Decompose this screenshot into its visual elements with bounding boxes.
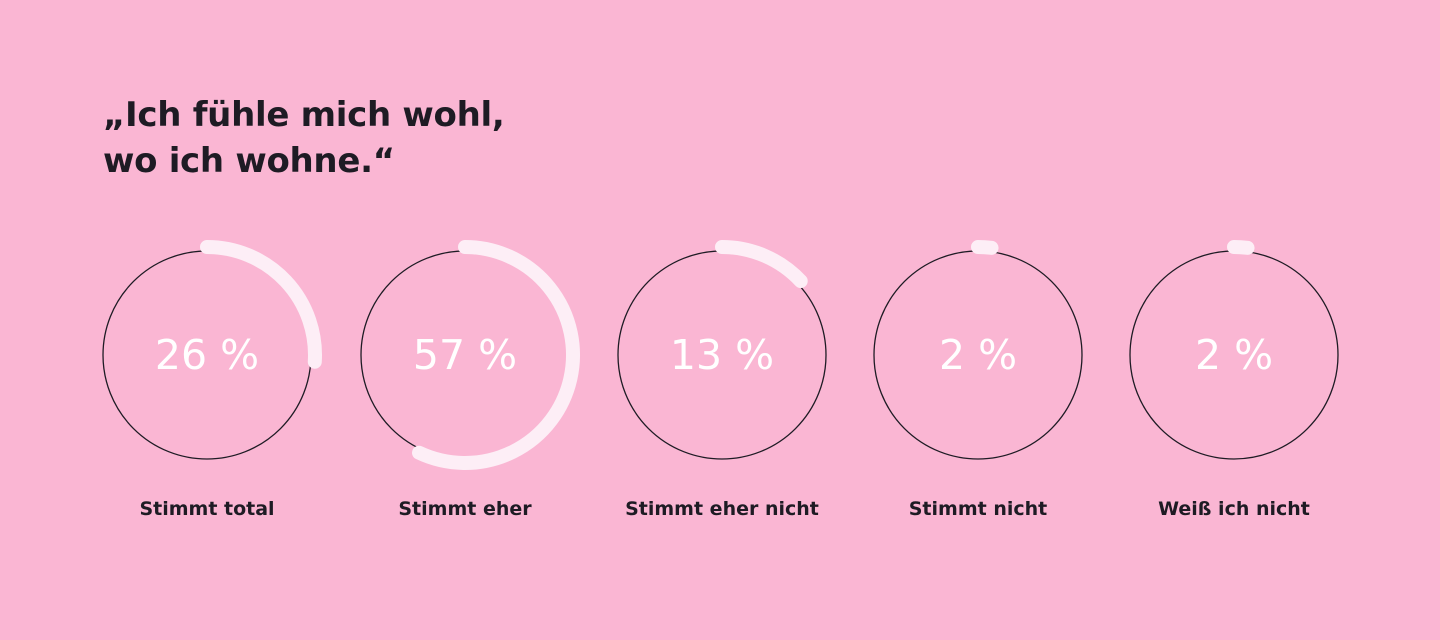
category-label-stimmt-eher-nicht: Stimmt eher nicht	[625, 498, 819, 520]
title-line-1: „Ich fühle mich wohl,	[103, 95, 505, 135]
value-label-weiss-ich-nicht: 2 %	[1195, 331, 1273, 379]
category-label-stimmt-total: Stimmt total	[139, 498, 274, 520]
category-label-stimmt-nicht: Stimmt nicht	[909, 498, 1047, 520]
value-label-stimmt-total: 26 %	[155, 331, 259, 379]
value-label-stimmt-eher: 57 %	[413, 331, 517, 379]
arc-stimmt-nicht	[971, 240, 999, 255]
title-line-2: wo ich wohne.“	[103, 141, 395, 181]
category-label-stimmt-eher: Stimmt eher	[398, 498, 532, 520]
value-label-stimmt-nicht: 2 %	[939, 331, 1017, 379]
page-title: „Ich fühle mich wohl, wo ich wohne.“	[103, 92, 505, 184]
arc-stimmt-total	[200, 240, 322, 369]
arc-weiss-ich-nicht	[1227, 240, 1255, 255]
arc-stimmt-eher-nicht	[715, 240, 808, 289]
category-label-weiss-ich-nicht: Weiß ich nicht	[1158, 498, 1310, 520]
arc-stimmt-eher	[412, 240, 580, 470]
value-label-stimmt-eher-nicht: 13 %	[670, 331, 774, 379]
